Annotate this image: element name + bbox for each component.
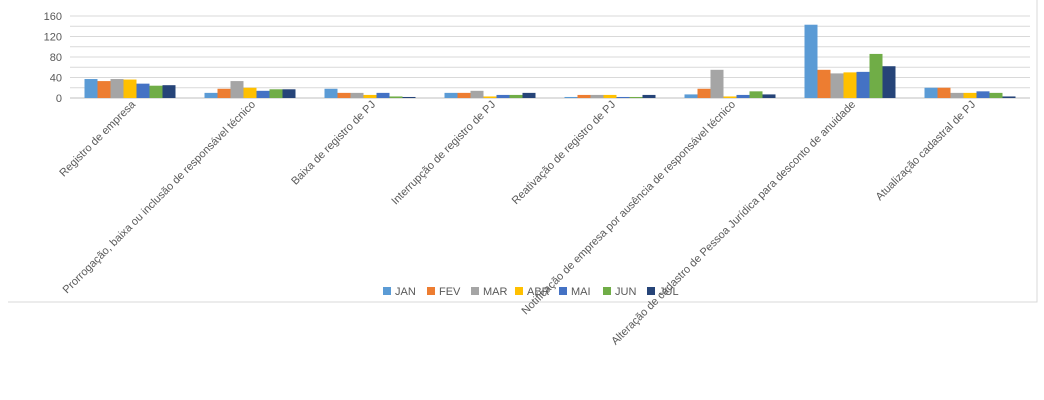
chart-area-border-line [8, 0, 1038, 303]
legend-label-jul: JUL [659, 286, 679, 298]
x-category-label: Interrupção de registro de PJ [389, 99, 498, 208]
legend-swatch-abr [515, 287, 523, 295]
bar-abr-4 [483, 96, 497, 98]
bar-jul-2 [282, 89, 296, 98]
x-category-label: Baixa de registro de PJ [289, 99, 378, 188]
bar-jul-3 [402, 96, 416, 98]
bar-jun-2 [269, 89, 283, 98]
bar-jul-4 [522, 92, 536, 98]
bar-abr-5 [603, 94, 617, 98]
y-tick-label: 40 [50, 73, 62, 85]
chart-area-border [8, 0, 1038, 303]
bar-abr-6 [723, 96, 737, 98]
bar-jan-2 [204, 92, 218, 98]
y-tick-label: 160 [44, 11, 62, 23]
bar-jul-1 [162, 85, 176, 98]
bar-mai-2 [256, 90, 270, 98]
bar-mar-3 [350, 92, 364, 98]
legend-swatch-jan [383, 287, 391, 295]
bar-fev-7 [817, 69, 831, 98]
bar-jul-5 [642, 94, 656, 98]
bar-jan-5 [564, 96, 578, 98]
legend-swatch-jul [647, 287, 655, 295]
bar-fev-4 [457, 92, 471, 98]
bar-fev-6 [697, 88, 711, 98]
bar-mar-1 [110, 79, 124, 98]
legend-label-mar: MAR [483, 286, 508, 298]
bar-jan-4 [444, 92, 458, 98]
bar-fev-3 [337, 92, 351, 98]
legend-swatch-fev [427, 287, 435, 295]
x-category-label: Notificação de empresa por ausência de r… [520, 99, 739, 318]
legend: JAN FEV MAR ABR MAI JUN JUL [383, 286, 679, 298]
x-category-label: Alteração de cadastro de Pessoa Jurídica… [609, 99, 858, 348]
bar-jun-3 [389, 96, 403, 98]
y-tick-label: 80 [50, 52, 62, 64]
bar-mar-7 [830, 73, 844, 98]
bar-mai-1 [136, 83, 150, 98]
bar-abr-7 [843, 72, 857, 98]
bar-jun-8 [989, 92, 1003, 98]
legend-swatch-jun [603, 287, 611, 295]
bars [84, 24, 1016, 98]
bar-mar-6 [710, 69, 724, 98]
bar-jul-7 [882, 66, 896, 98]
bar-jan-6 [684, 94, 698, 98]
legend-label-jan: JAN [395, 286, 416, 298]
bar-jun-1 [149, 85, 163, 98]
bar-mai-8 [976, 91, 990, 98]
bar-jan-1 [84, 79, 98, 98]
y-axis-tick-labels: 0 40 80 120 160 [44, 11, 62, 105]
bar-fev-1 [97, 81, 111, 98]
bar-mai-4 [496, 94, 510, 98]
bar-mai-3 [376, 92, 390, 98]
legend-label-abr: ABR [527, 286, 550, 298]
y-tick-label: 120 [44, 32, 62, 44]
legend-label-mai: MAI [571, 286, 591, 298]
bar-fev-2 [217, 88, 231, 98]
bar-fev-8 [937, 87, 951, 98]
bar-mai-5 [616, 96, 630, 98]
bar-abr-2 [243, 87, 257, 98]
bar-fev-5 [577, 94, 591, 98]
bar-mar-4 [470, 90, 484, 98]
x-category-label: Atualização cadastral de PJ [874, 99, 978, 203]
legend-label-jun: JUN [615, 286, 636, 298]
bar-jun-6 [749, 91, 763, 98]
bar-mai-7 [856, 71, 870, 98]
bar-abr-3 [363, 94, 377, 98]
bar-mar-8 [950, 92, 964, 98]
bar-mar-2 [230, 81, 244, 98]
bar-jun-7 [869, 53, 883, 98]
bar-jan-7 [804, 24, 818, 98]
bar-jun-4 [509, 94, 523, 98]
bar-jan-3 [324, 88, 338, 98]
bar-mar-5 [590, 94, 604, 98]
bar-abr-8 [963, 92, 977, 98]
x-category-label: Reativação de registro de PJ [510, 99, 618, 207]
legend-swatch-mai [559, 287, 567, 295]
bar-mai-6 [736, 94, 750, 98]
x-category-label: Prorrogação, baixa ou inclusão de respon… [61, 99, 258, 296]
bar-jul-6 [762, 94, 776, 98]
gridlines [70, 15, 1030, 99]
legend-swatch-mar [471, 287, 479, 295]
legend-label-fev: FEV [439, 286, 461, 298]
bar-jun-5 [629, 96, 643, 98]
bar-jan-8 [924, 87, 938, 98]
y-tick-label: 0 [56, 93, 62, 105]
bar-jul-8 [1002, 96, 1016, 98]
bar-abr-1 [123, 79, 137, 98]
x-category-label: Registro de empresa [57, 98, 138, 179]
